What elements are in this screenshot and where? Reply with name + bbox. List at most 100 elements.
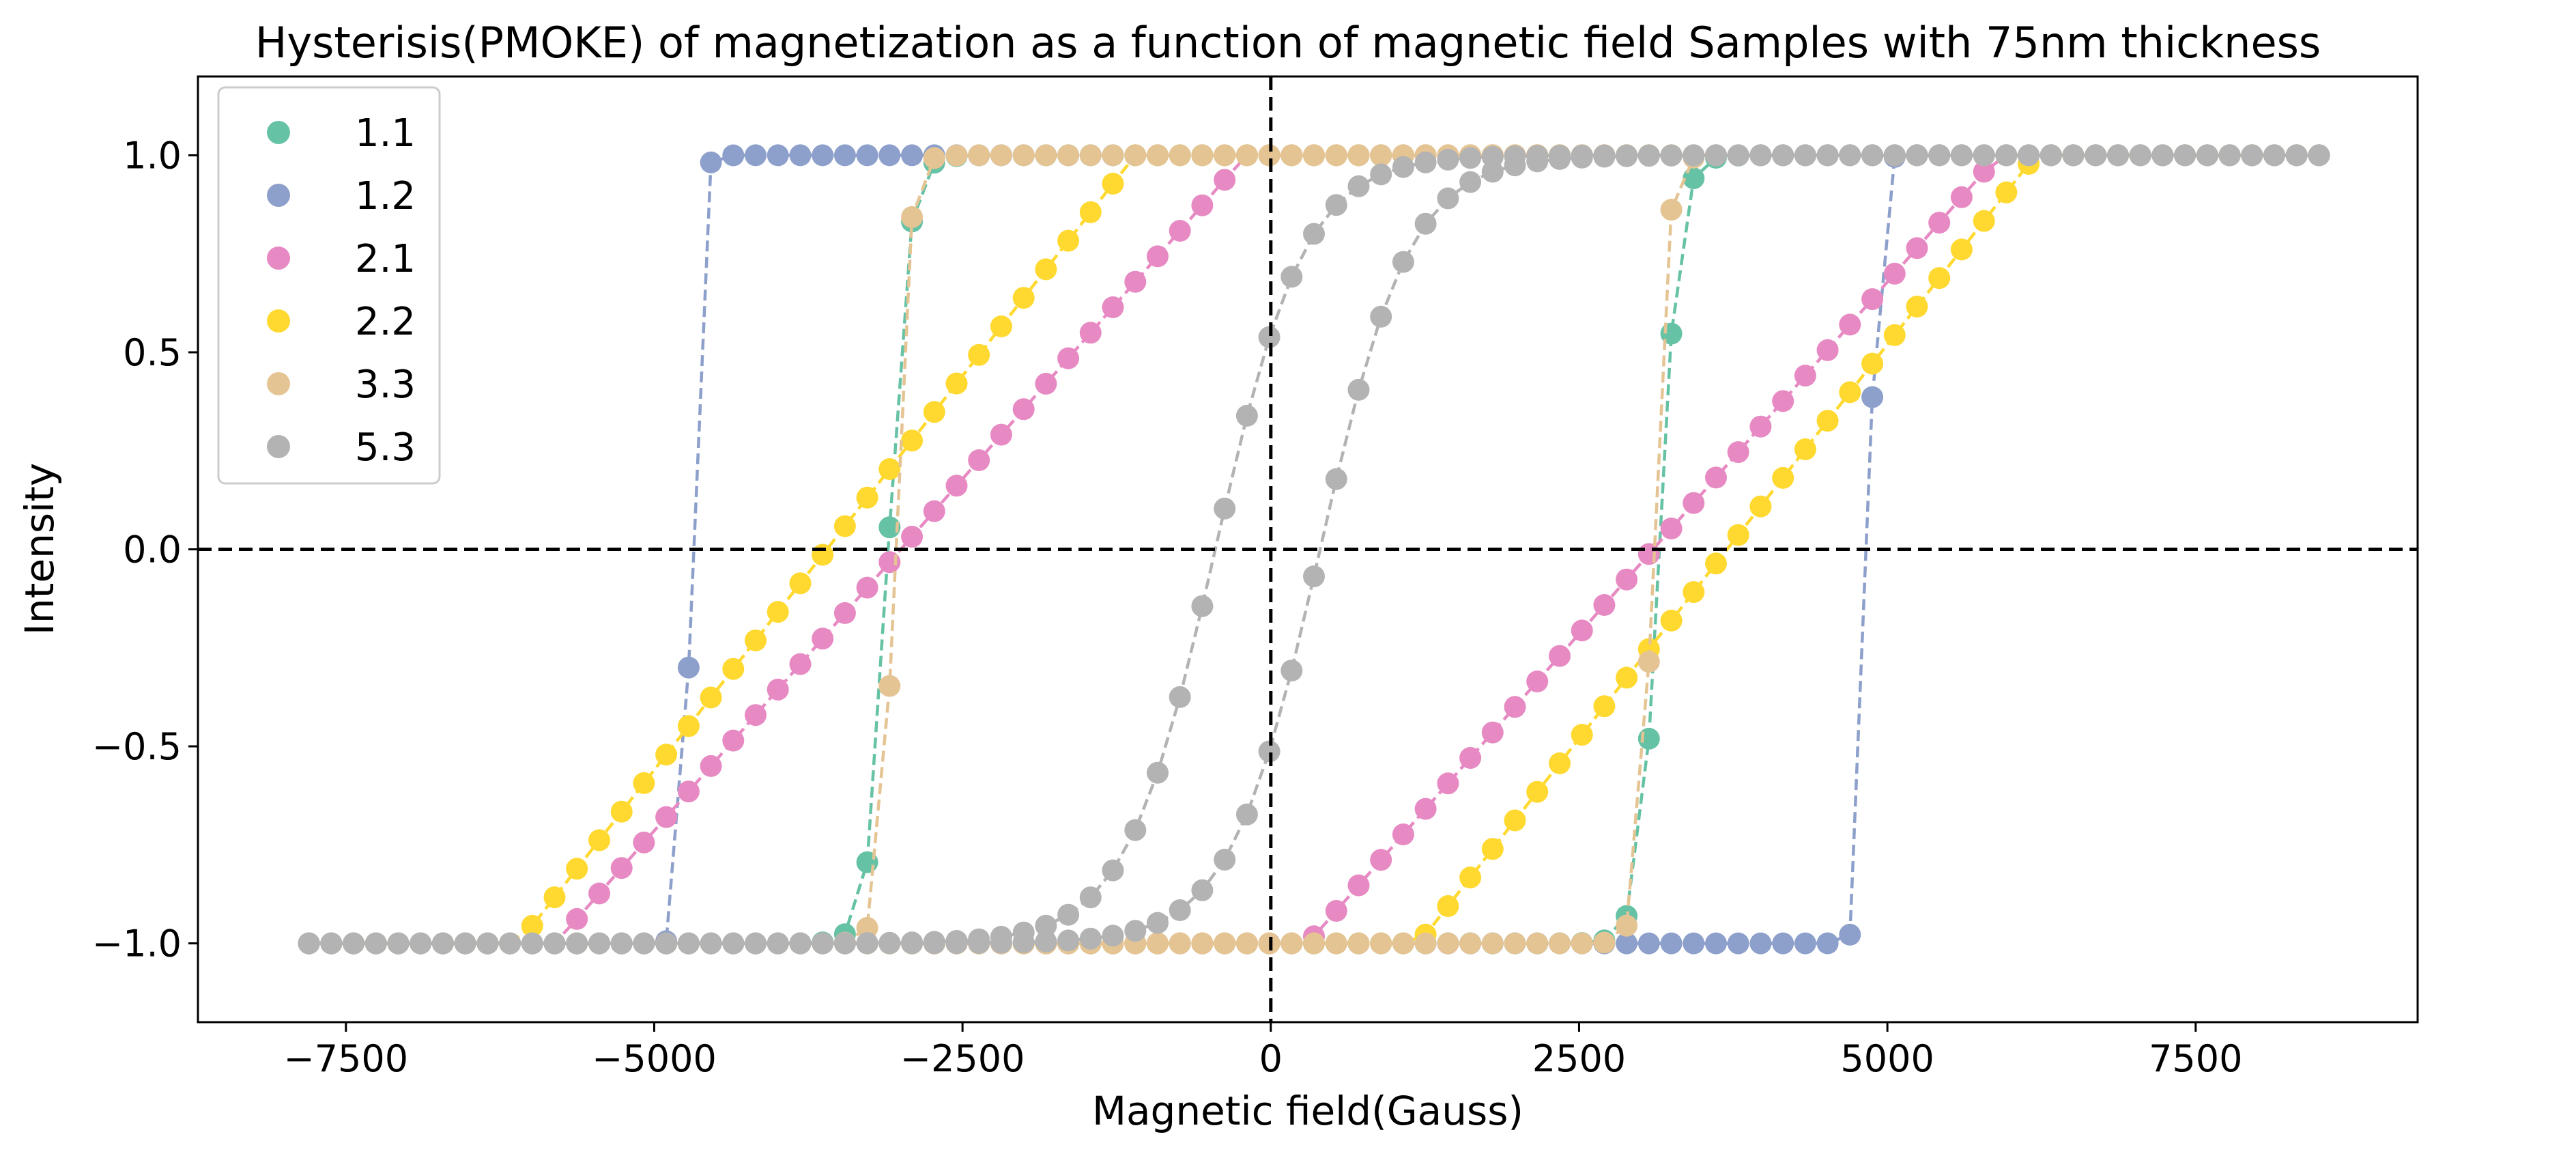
data-point bbox=[1035, 144, 1057, 167]
data-point bbox=[1370, 144, 1392, 167]
data-point bbox=[1280, 932, 1303, 955]
data-point bbox=[1370, 305, 1392, 328]
data-point bbox=[700, 932, 722, 955]
data-point bbox=[1616, 145, 1638, 167]
data-point bbox=[1839, 313, 1861, 336]
data-point bbox=[812, 932, 834, 955]
data-point bbox=[364, 932, 387, 955]
data-point bbox=[1214, 144, 1236, 167]
data-point bbox=[789, 653, 812, 675]
data-point bbox=[610, 932, 633, 955]
data-point bbox=[1124, 819, 1147, 841]
data-point bbox=[1727, 144, 1749, 167]
data-point bbox=[901, 526, 924, 548]
data-point bbox=[1637, 932, 1660, 955]
data-point bbox=[745, 144, 767, 167]
data-point bbox=[1169, 686, 1191, 708]
data-point bbox=[1347, 378, 1370, 401]
data-point bbox=[1950, 238, 1973, 261]
data-point bbox=[1079, 322, 1102, 344]
data-point bbox=[1392, 251, 1414, 273]
data-point bbox=[1683, 932, 1705, 955]
data-point bbox=[1347, 932, 1370, 955]
data-point bbox=[1683, 581, 1705, 604]
data-point bbox=[1459, 171, 1482, 193]
data-point bbox=[767, 144, 789, 167]
data-point bbox=[1191, 144, 1214, 167]
data-point bbox=[410, 932, 432, 955]
data-point bbox=[1303, 223, 1325, 245]
data-point bbox=[789, 144, 812, 167]
y-axis-label: Intensity bbox=[16, 463, 63, 635]
data-point bbox=[1816, 144, 1839, 167]
data-point bbox=[1347, 144, 1370, 167]
data-point bbox=[1481, 160, 1504, 183]
data-point bbox=[1549, 752, 1571, 774]
x-tick-label: −7500 bbox=[283, 1037, 408, 1080]
data-point bbox=[1012, 287, 1035, 309]
data-point bbox=[1727, 441, 1749, 464]
legend-marker-5.3 bbox=[267, 435, 290, 458]
data-point bbox=[499, 932, 521, 955]
data-point bbox=[1147, 144, 1169, 167]
data-point bbox=[833, 932, 856, 955]
data-point bbox=[990, 423, 1012, 446]
data-point bbox=[923, 147, 945, 169]
data-point bbox=[945, 475, 968, 497]
data-point bbox=[1660, 144, 1683, 167]
data-point bbox=[923, 500, 945, 522]
data-point bbox=[1079, 144, 1102, 167]
data-point bbox=[1772, 390, 1794, 412]
data-point bbox=[588, 932, 610, 955]
data-point bbox=[833, 144, 856, 167]
data-point bbox=[1370, 849, 1392, 871]
data-point bbox=[1660, 932, 1683, 955]
y-tick-label: 0.0 bbox=[123, 528, 182, 572]
x-tick-label: 2500 bbox=[1532, 1037, 1626, 1080]
data-point bbox=[1749, 495, 1772, 518]
data-point bbox=[1727, 524, 1749, 546]
data-point bbox=[1705, 552, 1727, 575]
data-point bbox=[968, 343, 990, 366]
data-point bbox=[1549, 147, 1571, 170]
data-point bbox=[1235, 803, 1258, 826]
data-point bbox=[878, 675, 901, 697]
data-point bbox=[1683, 167, 1705, 190]
data-point bbox=[1303, 565, 1325, 588]
data-point bbox=[1593, 145, 1616, 168]
data-point bbox=[945, 144, 968, 167]
data-point bbox=[454, 932, 476, 955]
data-point bbox=[1637, 543, 1660, 565]
x-axis-label: Magnetic field(Gauss) bbox=[1092, 1088, 1523, 1134]
data-point bbox=[856, 144, 878, 167]
data-point bbox=[968, 932, 990, 954]
data-point bbox=[1214, 497, 1236, 520]
data-point bbox=[1258, 326, 1280, 348]
data-point bbox=[2196, 144, 2218, 167]
legend-label-2.2: 2.2 bbox=[355, 300, 416, 344]
data-point bbox=[1169, 899, 1191, 921]
data-point bbox=[1794, 932, 1816, 955]
y-tick-label: 1.0 bbox=[123, 134, 182, 177]
data-point bbox=[1392, 823, 1414, 845]
legend-label-1.2: 1.2 bbox=[355, 174, 416, 218]
data-point bbox=[655, 806, 678, 828]
data-point bbox=[1459, 866, 1482, 889]
data-point bbox=[1079, 201, 1102, 223]
data-point bbox=[1839, 923, 1861, 946]
data-point bbox=[1370, 163, 1392, 186]
data-point bbox=[1437, 148, 1459, 171]
data-point bbox=[1727, 932, 1749, 955]
legend-label-5.3: 5.3 bbox=[355, 425, 416, 470]
data-point bbox=[387, 932, 410, 955]
data-point bbox=[1258, 740, 1280, 763]
data-point bbox=[1995, 144, 2018, 167]
data-point bbox=[521, 932, 543, 955]
data-point bbox=[1392, 932, 1414, 955]
data-point bbox=[1347, 874, 1370, 897]
data-point bbox=[745, 629, 767, 651]
data-point bbox=[1593, 695, 1616, 718]
data-point bbox=[588, 829, 610, 851]
data-point bbox=[1459, 147, 1482, 169]
data-point bbox=[543, 932, 566, 955]
